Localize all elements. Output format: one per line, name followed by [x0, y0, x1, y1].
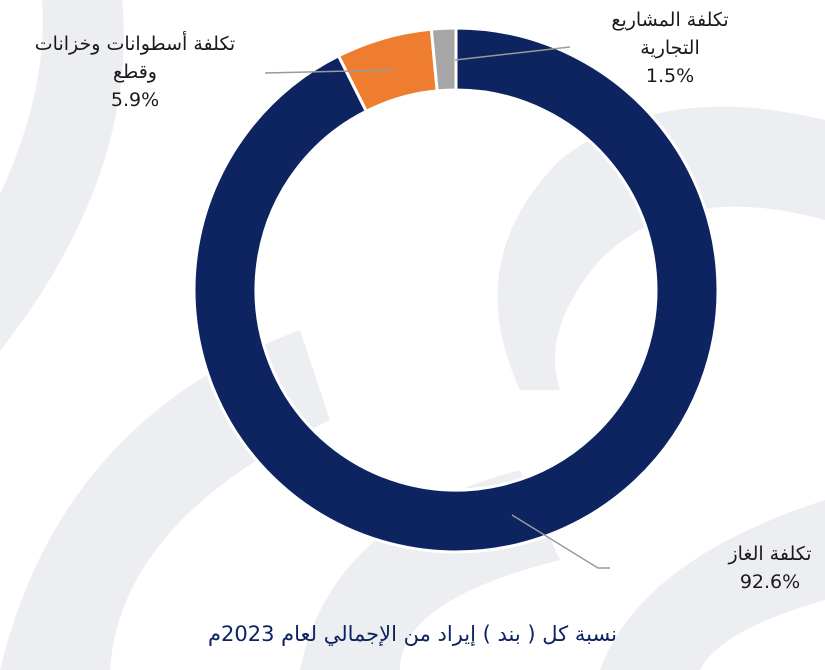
data-label: تكلفة أسطوانات وخزانات وقطع 5.9%: [10, 30, 260, 114]
category-label: تكلفة الغاز: [728, 543, 812, 565]
donut-segment: [429, 26, 458, 93]
leader-line: [454, 46, 571, 61]
donut-segment: [192, 26, 720, 554]
chart-title: نسبة كل ( بند ) إيراد من الإجمالي لعام 2…: [207, 622, 618, 646]
category-label: تكلفة المشاريع التجارية: [611, 9, 729, 59]
value-label: 1.5%: [645, 65, 695, 87]
value-label: 92.6%: [739, 571, 801, 593]
category-label: تكلفة أسطوانات وخزانات وقطع: [34, 33, 236, 83]
value-label: 5.9%: [110, 89, 160, 111]
leader-line: [511, 514, 610, 569]
data-label: تكلفة المشاريع التجارية 1.5%: [590, 6, 750, 90]
leader-line: [264, 69, 393, 74]
data-label: تكلفة الغاز 92.6%: [690, 540, 825, 596]
